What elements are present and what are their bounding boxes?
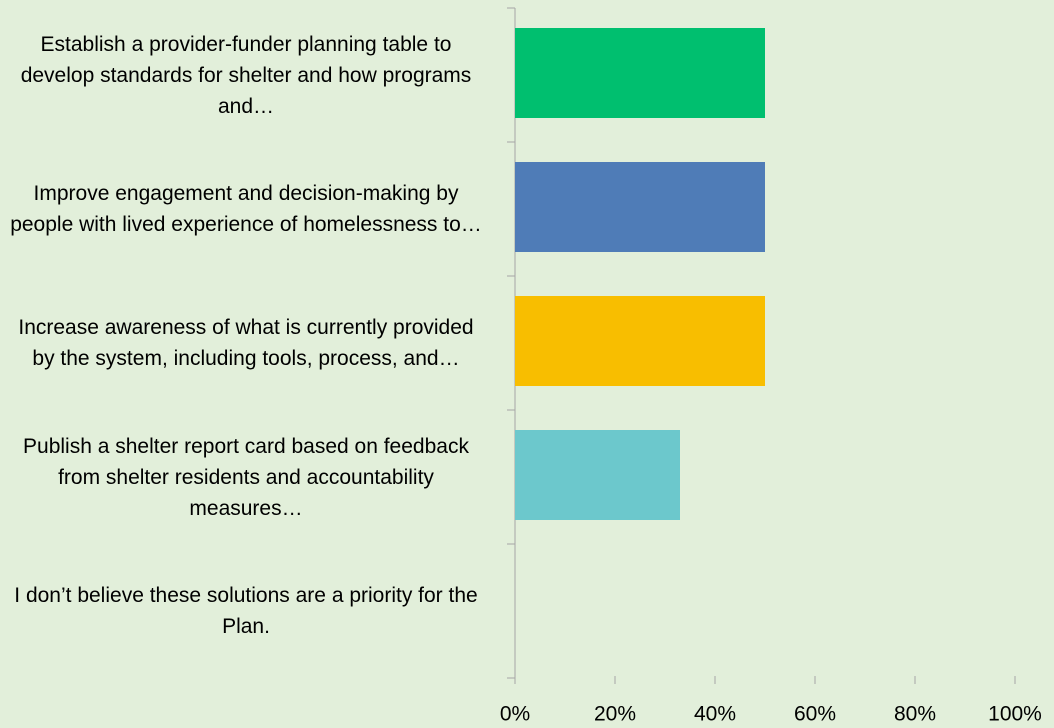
category-label: Increase awareness of what is currently … [18,316,474,370]
bar [515,430,680,520]
x-tick-label: 20% [594,703,636,726]
bar [515,296,765,386]
x-tick-label: 60% [794,703,836,726]
bar [515,28,765,118]
category-label: Improve engagement and decision-making b… [10,182,482,236]
x-tick-label: 40% [694,703,736,726]
category-label: Establish a provider-funder planning tab… [20,32,472,118]
x-tick-label: 80% [894,703,936,726]
category-label: Publish a shelter report card based on f… [23,434,469,520]
category-label: I don’t believe these solutions are a pr… [14,584,478,638]
x-tick-label: 0% [500,703,530,726]
bar [515,162,765,252]
x-tick-label: 100% [988,703,1042,726]
